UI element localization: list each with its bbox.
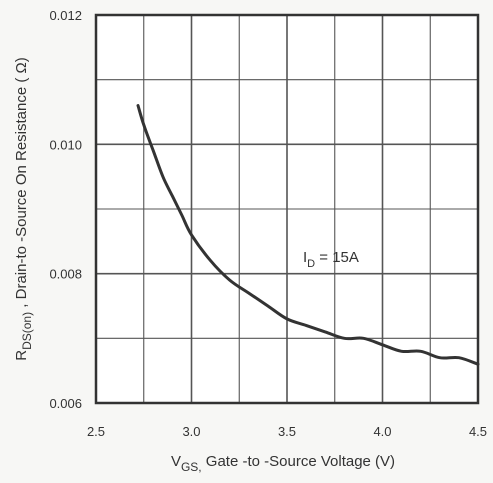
y-tick-label: 0.012: [49, 8, 82, 23]
x-axis-title-sub: GS,: [181, 460, 202, 474]
x-axis-title-main: V: [171, 453, 181, 470]
y-axis-title-main: R: [13, 350, 30, 361]
annotation-rest: = 15A: [315, 249, 359, 266]
y-axis-title: RDS(on) , Drain-to -Source On Resistance…: [13, 57, 34, 361]
y-tick-labels: 0.006 0.008 0.010 0.012: [49, 8, 82, 411]
y-tick-label: 0.010: [49, 137, 82, 152]
x-tick-label: 3.5: [278, 424, 296, 439]
x-tick-label: 4.0: [373, 424, 391, 439]
annotation-sub: D: [307, 258, 315, 270]
y-tick-label: 0.006: [49, 396, 82, 411]
y-axis-title-rest: , Drain-to -Source On Resistance ( Ω): [13, 57, 30, 312]
x-axis-title: VGS, Gate -to -Source Voltage (V): [171, 453, 395, 474]
x-tick-label: 4.5: [469, 424, 487, 439]
x-tick-labels: 2.5 3.0 3.5 4.0 4.5: [87, 424, 487, 439]
x-axis-title-rest: Gate -to -Source Voltage (V): [202, 453, 395, 470]
y-tick-label: 0.008: [49, 267, 82, 282]
y-axis-title-sub: DS(on): [20, 312, 34, 350]
x-tick-label: 3.0: [182, 424, 200, 439]
x-tick-label: 2.5: [87, 424, 105, 439]
